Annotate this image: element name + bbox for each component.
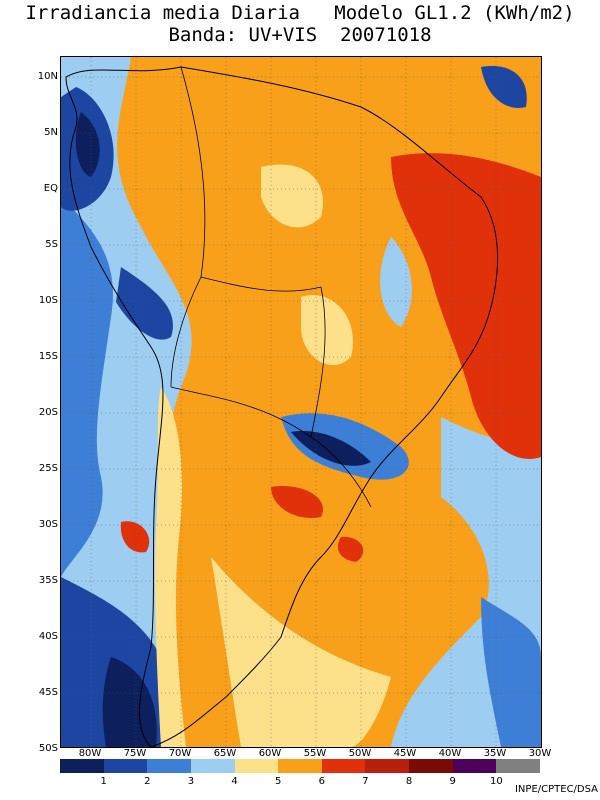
longitude-label: 40W xyxy=(438,748,462,759)
legend-swatch xyxy=(147,759,191,773)
map-title: Irradiancia media Diaria Modelo GL1.2 (K… xyxy=(25,2,575,24)
legend-label: 5 xyxy=(274,776,282,787)
latitude-label: 40S xyxy=(38,631,58,642)
legend-label: 6 xyxy=(318,776,325,787)
legend-label: 1 xyxy=(100,776,107,787)
legend-label: 8 xyxy=(405,776,413,787)
longitude-label: 45W xyxy=(393,748,417,759)
legend-swatch xyxy=(234,759,279,773)
longitude-label: 35W xyxy=(483,748,507,759)
legend-swatch xyxy=(278,759,322,773)
longitude-label: 65W xyxy=(213,748,237,759)
latitude-label: 35S xyxy=(38,575,58,586)
latitude-label: 5N xyxy=(44,127,58,138)
latitude-label: EQ xyxy=(43,183,58,194)
legend-swatch xyxy=(409,759,453,773)
legend-swatch xyxy=(103,759,148,773)
legend-swatch xyxy=(452,759,497,773)
legend-label: 9 xyxy=(449,776,456,787)
latitude-label: 50S xyxy=(38,743,58,754)
latitude-label: 45S xyxy=(38,687,58,698)
latitude-label: 10N xyxy=(37,71,58,82)
irradiance-map xyxy=(60,56,542,748)
longitude-label: 70W xyxy=(168,748,192,759)
legend-label: 3 xyxy=(187,776,195,787)
latitude-label: 5S xyxy=(45,239,58,250)
legend-swatch xyxy=(321,759,366,773)
map-subtitle: Banda: UV+VIS 20071018 xyxy=(168,24,432,46)
latitude-label: 30S xyxy=(38,519,58,530)
latitude-label: 15S xyxy=(38,351,58,362)
longitude-label: 60W xyxy=(258,748,282,759)
latitude-label: 20S xyxy=(38,407,58,418)
latitude-label: 10S xyxy=(38,295,58,306)
longitude-label: 50W xyxy=(348,748,372,759)
legend-swatch xyxy=(60,759,104,773)
longitude-label: 75W xyxy=(123,748,147,759)
legend-label: 4 xyxy=(231,776,238,787)
irradiance-field xyxy=(61,57,541,747)
legend-label: 7 xyxy=(362,776,369,787)
longitude-label: 55W xyxy=(303,748,327,759)
latitude-label: 25S xyxy=(38,463,58,474)
longitude-label: 80W xyxy=(78,748,102,759)
legend-label: 10 xyxy=(489,776,503,787)
longitude-label: 30W xyxy=(528,748,552,759)
legend-swatch xyxy=(365,759,410,773)
legend-swatch xyxy=(496,759,541,773)
color-legend xyxy=(60,759,541,773)
credit-text: INPE/CPTEC/DSA xyxy=(514,784,598,795)
legend-label: 2 xyxy=(144,776,151,787)
legend-swatch xyxy=(190,759,235,773)
